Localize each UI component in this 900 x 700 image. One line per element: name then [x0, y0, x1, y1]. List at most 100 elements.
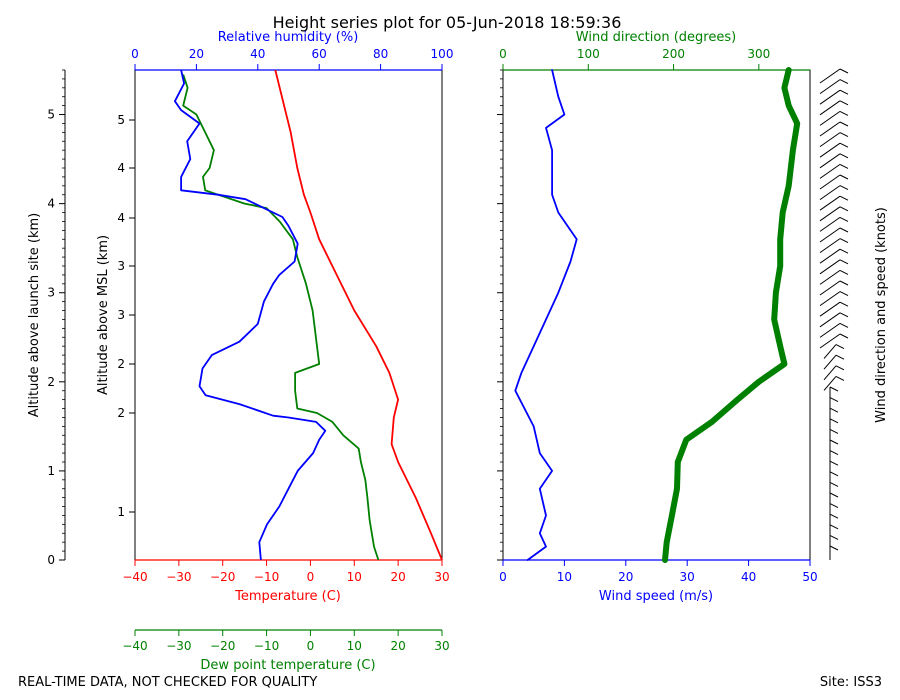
inner-altitude-tick-label: 3 [117, 308, 125, 322]
wind-barb [823, 376, 837, 391]
wind-barb [819, 79, 841, 95]
footer-disclaimer: REAL-TIME DATA, NOT CHECKED FOR QUALITY [18, 675, 317, 690]
barb-axis-label: Wind direction and speed (knots) [874, 207, 889, 423]
outer-altitude-tick-label: 1 [47, 464, 55, 478]
outer-altitude-tick-label: 3 [47, 286, 55, 300]
speed-tick-label: 0 [499, 570, 507, 584]
dewpoint-tick-label: −20 [210, 639, 235, 653]
series-line-relative-humidity [173, 69, 327, 561]
wind-barb-flag [839, 248, 849, 254]
wind-barb-flag [829, 418, 839, 424]
dewpoint-tick-label: −40 [122, 639, 147, 653]
outer-altitude-tick-label: 2 [47, 375, 55, 389]
rh-tick-label: 60 [312, 47, 327, 61]
wind-barb [819, 291, 841, 307]
rh-axis-label: Relative humidity (%) [218, 30, 359, 45]
wind-barb [819, 269, 841, 285]
wind-barb-flag [829, 513, 839, 519]
rh-tick-label: 80 [373, 47, 388, 61]
wind-barb [819, 110, 841, 126]
series-line-dew-point [182, 74, 380, 561]
dewpoint-axis-label: Dew point temperature (C) [200, 658, 375, 673]
inner-altitude-tick-label: 4 [117, 211, 125, 225]
wind-barb [819, 89, 841, 105]
speed-tick-label: 50 [802, 570, 817, 584]
wind-barb [819, 238, 841, 254]
temperature-tick-label: 30 [434, 570, 449, 584]
direction-tick-label: 300 [747, 47, 770, 61]
wind-barb [819, 227, 841, 243]
wind-barb [819, 100, 841, 116]
wind-barb-flag [829, 386, 839, 392]
speed-tick-label: 10 [557, 570, 572, 584]
outer-altitude-tick-label: 0 [47, 553, 55, 567]
footer-site: Site: ISS3 [820, 675, 882, 690]
speed-axis-label: Wind speed (m/s) [599, 589, 713, 604]
thermo-frame [134, 69, 443, 561]
wind-barb-flag [839, 132, 849, 138]
inner-altitude-tick-label: 3 [117, 259, 125, 273]
series-line-wind-direction [662, 67, 801, 563]
wind-barb-flag [829, 450, 839, 456]
wind-barb [823, 365, 837, 381]
temperature-tick-label: −10 [254, 570, 279, 584]
direction-tick-label: 0 [499, 47, 507, 61]
inner-altitude-tick-label: 2 [117, 357, 125, 371]
outer-altitude-tick-label: 4 [47, 197, 55, 211]
wind-barb-flag [829, 428, 839, 434]
wind-barb-flag [839, 301, 849, 307]
outer-altitude-label: Altitude above launch site (km) [27, 213, 42, 417]
inner-altitude-tick-label: 5 [117, 113, 125, 127]
wind-barb [819, 333, 841, 349]
direction-axis-label: Wind direction (degrees) [576, 30, 736, 45]
wind-barb [819, 216, 841, 232]
wind-barb [819, 259, 841, 275]
wind-barb-flag [829, 397, 839, 403]
wind-barb-flag [839, 269, 849, 275]
wind-barb-flag [839, 291, 849, 297]
wind-barb-flag [829, 492, 839, 498]
wind-barb-flag [839, 238, 849, 244]
dewpoint-tick-label: −30 [166, 639, 191, 653]
dewpoint-tick-label: 10 [347, 639, 362, 653]
outer-altitude-tick-label: 5 [47, 108, 55, 122]
wind-barb [819, 185, 841, 201]
rh-tick-label: 100 [431, 47, 454, 61]
wind-barb [819, 142, 841, 158]
wind-barb-flag [829, 534, 839, 540]
temperature-axis-label: Temperature (C) [234, 589, 341, 604]
wind-barb-flag [839, 68, 849, 74]
wind-barb-flag [829, 471, 839, 477]
wind-barb [819, 163, 841, 179]
wind-barb [819, 312, 841, 328]
wind-barb-flag [839, 110, 849, 116]
wind-barb-flag [829, 481, 839, 487]
wind-barb-flag [829, 439, 839, 445]
wind-barb-flag [839, 89, 849, 95]
wind-barb-flag [839, 333, 849, 339]
wind-barb-flag [839, 322, 849, 328]
inner-altitude-tick-label: 1 [117, 505, 125, 519]
wind-barb-flag [839, 174, 849, 180]
wind-barb-flag [835, 344, 845, 350]
wind-barb-flag [829, 545, 839, 551]
direction-tick-label: 200 [662, 47, 685, 61]
wind-barb [819, 322, 841, 338]
wind-barb-flag [839, 163, 849, 169]
series-line-temperature [274, 69, 443, 561]
wind-barb-flag [829, 460, 839, 466]
wind-barb [823, 344, 837, 359]
wind-barb-flag [839, 206, 849, 212]
wind-barb [819, 153, 841, 169]
wind-barb-flag [839, 79, 849, 85]
temperature-tick-label: 20 [391, 570, 406, 584]
rh-tick-label: 0 [131, 47, 139, 61]
dewpoint-tick-label: 0 [307, 639, 315, 653]
wind-barb [819, 132, 841, 148]
dewpoint-tick-label: 30 [434, 639, 449, 653]
speed-tick-label: 40 [741, 570, 756, 584]
wind-barb [819, 195, 841, 211]
wind-barb [823, 354, 837, 370]
wind-barb [819, 248, 841, 264]
rh-tick-label: 20 [189, 47, 204, 61]
